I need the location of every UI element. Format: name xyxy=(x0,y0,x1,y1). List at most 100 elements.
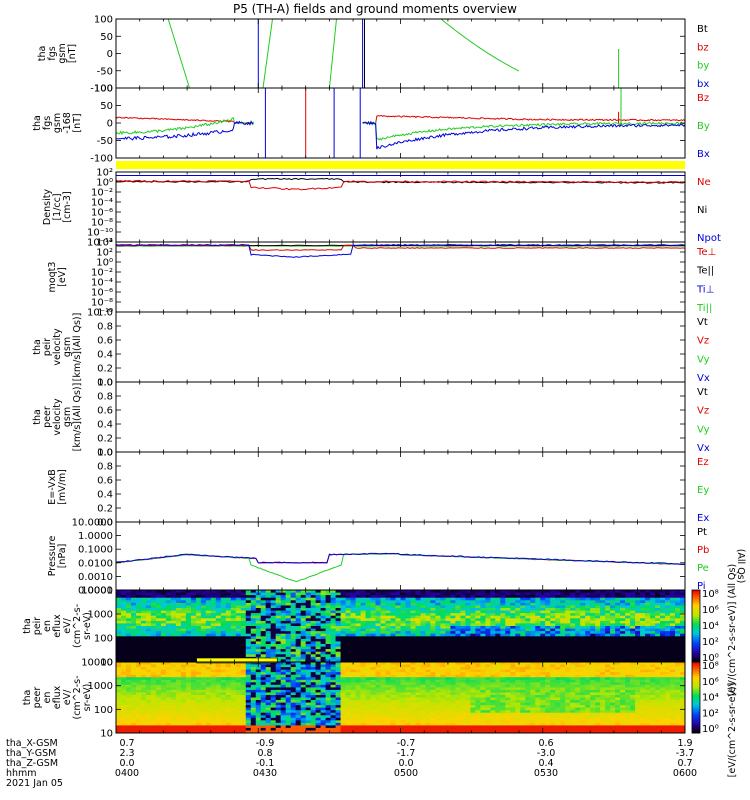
ylabel-temp: moqt3 xyxy=(47,262,58,293)
lines-pres xyxy=(116,552,685,583)
panel-frame-ve xyxy=(115,381,686,453)
ylabel-spece: tha xyxy=(22,690,33,706)
cbar-tick-speci: 10⁴ xyxy=(702,621,719,632)
ylabel-ef: E=-VxB xyxy=(47,469,58,504)
cbar-tick-speci: 10⁶ xyxy=(702,605,719,616)
footer-label-tha_Y-GSM: tha_Y-GSM xyxy=(6,748,56,759)
ylabel-pres: Pressure xyxy=(47,536,58,577)
footer-value: -0.7 xyxy=(397,738,416,749)
ytick-vi: 0.2 xyxy=(97,364,113,375)
footer-label-tha_X-GSM: tha_X-GSM xyxy=(6,738,58,749)
series-Bz xyxy=(116,116,254,124)
footer-value: 0.7 xyxy=(119,738,134,749)
legend-dens-Ni: Ni xyxy=(697,205,707,216)
ytick-fgl: 100 xyxy=(94,84,113,95)
cbar-tick-spece: 10⁴ xyxy=(702,693,719,704)
ytick-temp: 10⁻⁸ xyxy=(91,298,113,309)
ytick-temp: 10⁻¹⁰ xyxy=(87,308,113,319)
series-Ni xyxy=(116,177,685,184)
ylabel-spece: (cm^2-s- xyxy=(72,676,83,720)
ylabel-ve: tha xyxy=(32,409,43,425)
footer-value: 0.8 xyxy=(257,748,272,759)
series-Bx-b xyxy=(362,120,685,150)
ylabel-vi: peir xyxy=(42,338,53,357)
legend-ve-Vt: Vt xyxy=(697,387,708,398)
chart-title: P5 (TH-A) fields and ground moments over… xyxy=(233,2,517,16)
series-by-2 xyxy=(262,19,273,88)
ytick-speci: 1000 xyxy=(88,610,113,621)
footer-value: 0600 xyxy=(673,768,697,779)
ytick-fgl: -50 xyxy=(97,136,113,147)
ytick-dens: 10⁻¹² xyxy=(87,238,113,249)
ylabel-spece: eV/ xyxy=(62,689,73,705)
panel-frame-temp xyxy=(115,241,686,313)
ylabel-vi: [km/s](All Qs)] xyxy=(72,313,83,382)
lines-dens xyxy=(116,175,685,191)
ytick-ve: 0.2 xyxy=(97,434,113,445)
cbar-tick-spece: 10⁶ xyxy=(702,677,719,688)
legend-dens-Npot: Npot xyxy=(697,233,721,244)
footer-value: 2.3 xyxy=(119,748,134,759)
ylabel-fgs: gsm xyxy=(57,43,68,63)
series-Ne xyxy=(116,179,685,191)
legend-vi-Vx: Vx xyxy=(697,373,710,384)
footer-value: -0.1 xyxy=(256,758,275,769)
ylabel-speci: eflux xyxy=(52,614,63,638)
ylabel-fgl: -168 xyxy=(62,112,73,134)
ylabel-speci: (cm^2-s- xyxy=(72,604,83,648)
ytick-fgl: 50 xyxy=(100,101,113,112)
footer-value: 0430 xyxy=(253,768,277,779)
ylabel-ve: velocity xyxy=(52,398,63,436)
series-Pi xyxy=(116,552,685,565)
flag-bar-yellow xyxy=(116,161,685,169)
lines-fgs xyxy=(167,19,620,88)
series-by xyxy=(167,19,190,88)
ytick-vi: 0.0 xyxy=(97,378,113,389)
ytick-ef: 0.0 xyxy=(97,518,113,529)
footer-date: 2021 Jan 05 xyxy=(6,778,63,789)
ylabel-speci: eV/ xyxy=(62,617,73,633)
ytick-pres: 0.0001 xyxy=(78,586,113,597)
ytick-ve: 1.0 xyxy=(97,378,113,389)
ylabel-fgs: [nT] xyxy=(67,44,78,63)
legend-vi-Vt: Vt xyxy=(697,317,708,328)
ylabel-spece: eflux xyxy=(52,685,63,709)
cbar-tick-speci: 10⁰ xyxy=(702,653,719,664)
ytick-ef: 0.6 xyxy=(97,476,113,487)
ytick-spece: 100 xyxy=(94,705,113,716)
ytick-speci: 10000 xyxy=(81,586,113,597)
ytick-temp: 10⁻² xyxy=(91,268,113,279)
cbar-tick-spece: 10⁰ xyxy=(702,724,719,735)
series-By xyxy=(116,117,254,136)
legend-fgs-by: by xyxy=(697,61,709,72)
ytick-spece: 10000 xyxy=(81,658,113,669)
ylabel-temp: [eV] xyxy=(57,267,68,287)
ytick-spece: 10 xyxy=(100,729,113,740)
footer-label-tha_Z-GSM: tha_Z-GSM xyxy=(6,758,58,769)
legend-vi-Vy: Vy xyxy=(697,354,710,365)
cbar-label-ion: [eV/(cm^2-s-sr-eV)] (All Qs) xyxy=(727,564,738,696)
ytick-vi: 1.0 xyxy=(97,308,113,319)
ytick-ef: 0.8 xyxy=(97,462,113,473)
ylabel-vi: gsm xyxy=(62,337,73,357)
ytick-ef: 0.2 xyxy=(97,504,113,515)
footer-value: 0530 xyxy=(534,768,558,779)
ylabel-speci: tha xyxy=(22,618,33,634)
ytick-vi: 0.8 xyxy=(97,322,113,333)
ytick-dens: 10⁻² xyxy=(91,188,113,199)
ytick-pres: 10.0000 xyxy=(72,518,113,529)
ytick-fgl: 0 xyxy=(107,119,113,130)
ytick-ve: 0.4 xyxy=(97,420,113,431)
ytick-fgs: 100 xyxy=(94,15,113,26)
ylabel-fgl: gsm xyxy=(52,113,63,133)
ytick-fgs: 50 xyxy=(100,32,113,43)
ytick-ve: 0.6 xyxy=(97,406,113,417)
legend-pres-Pt: Pt xyxy=(697,527,707,538)
series-Pe xyxy=(116,553,685,583)
spectrogram-ion xyxy=(116,590,685,662)
ytick-pres: 0.0100 xyxy=(78,558,113,569)
legend-ve-Vz: Vz xyxy=(697,406,709,417)
legend-temp-Ti||: Ti|| xyxy=(696,303,712,314)
cbar-tick-speci: 10² xyxy=(702,637,719,648)
panel-frame-ef xyxy=(115,451,686,523)
